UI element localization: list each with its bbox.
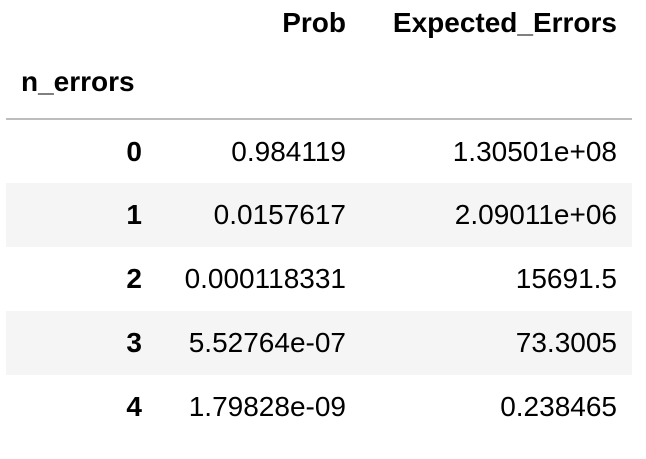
table-body: 0 0.984119 1.30501e+08 1 0.0157617 2.090… bbox=[6, 119, 632, 439]
row-index: 3 bbox=[126, 327, 142, 358]
blank-header-cell bbox=[361, 46, 632, 120]
column-header-row: Prob Expected_Errors bbox=[6, 0, 632, 46]
expected-errors-cell: 2.09011e+06 bbox=[454, 199, 617, 230]
table-row: 4 1.79828e-09 0.238465 bbox=[6, 375, 632, 439]
expected-errors-cell: 15691.5 bbox=[515, 263, 617, 294]
expected-errors-cell: 1.30501e+08 bbox=[452, 135, 617, 167]
table-header: Prob Expected_Errors n_errors bbox=[6, 0, 632, 120]
prob-cell: 0.000118331 bbox=[184, 263, 346, 294]
column-header-expected-errors: Expected_Errors bbox=[392, 7, 617, 38]
prob-cell: 5.52764e-07 bbox=[188, 327, 346, 358]
row-index: 0 bbox=[126, 135, 142, 167]
table-row: 3 5.52764e-07 73.3005 bbox=[6, 311, 632, 375]
row-index: 1 bbox=[126, 199, 142, 230]
prob-cell: 1.79828e-09 bbox=[188, 391, 346, 422]
expected-errors-cell: 0.238465 bbox=[500, 391, 617, 422]
index-name-header: n_errors bbox=[6, 46, 157, 120]
row-index: 4 bbox=[126, 391, 142, 422]
blank-header-cell bbox=[157, 46, 361, 120]
row-index: 2 bbox=[126, 263, 142, 294]
blank-header-cell bbox=[6, 0, 157, 46]
table-row: 1 0.0157617 2.09011e+06 bbox=[6, 183, 632, 247]
column-header-prob: Prob bbox=[282, 7, 346, 38]
dataframe-table: Prob Expected_Errors n_errors 0 0.984119… bbox=[6, 0, 632, 439]
prob-cell: 0.984119 bbox=[231, 135, 346, 167]
prob-cell: 0.0157617 bbox=[213, 199, 346, 230]
table-row: 2 0.000118331 15691.5 bbox=[6, 247, 632, 311]
table-row: 0 0.984119 1.30501e+08 bbox=[6, 119, 632, 183]
expected-errors-cell: 73.3005 bbox=[515, 327, 617, 358]
index-name-row: n_errors bbox=[6, 46, 632, 120]
